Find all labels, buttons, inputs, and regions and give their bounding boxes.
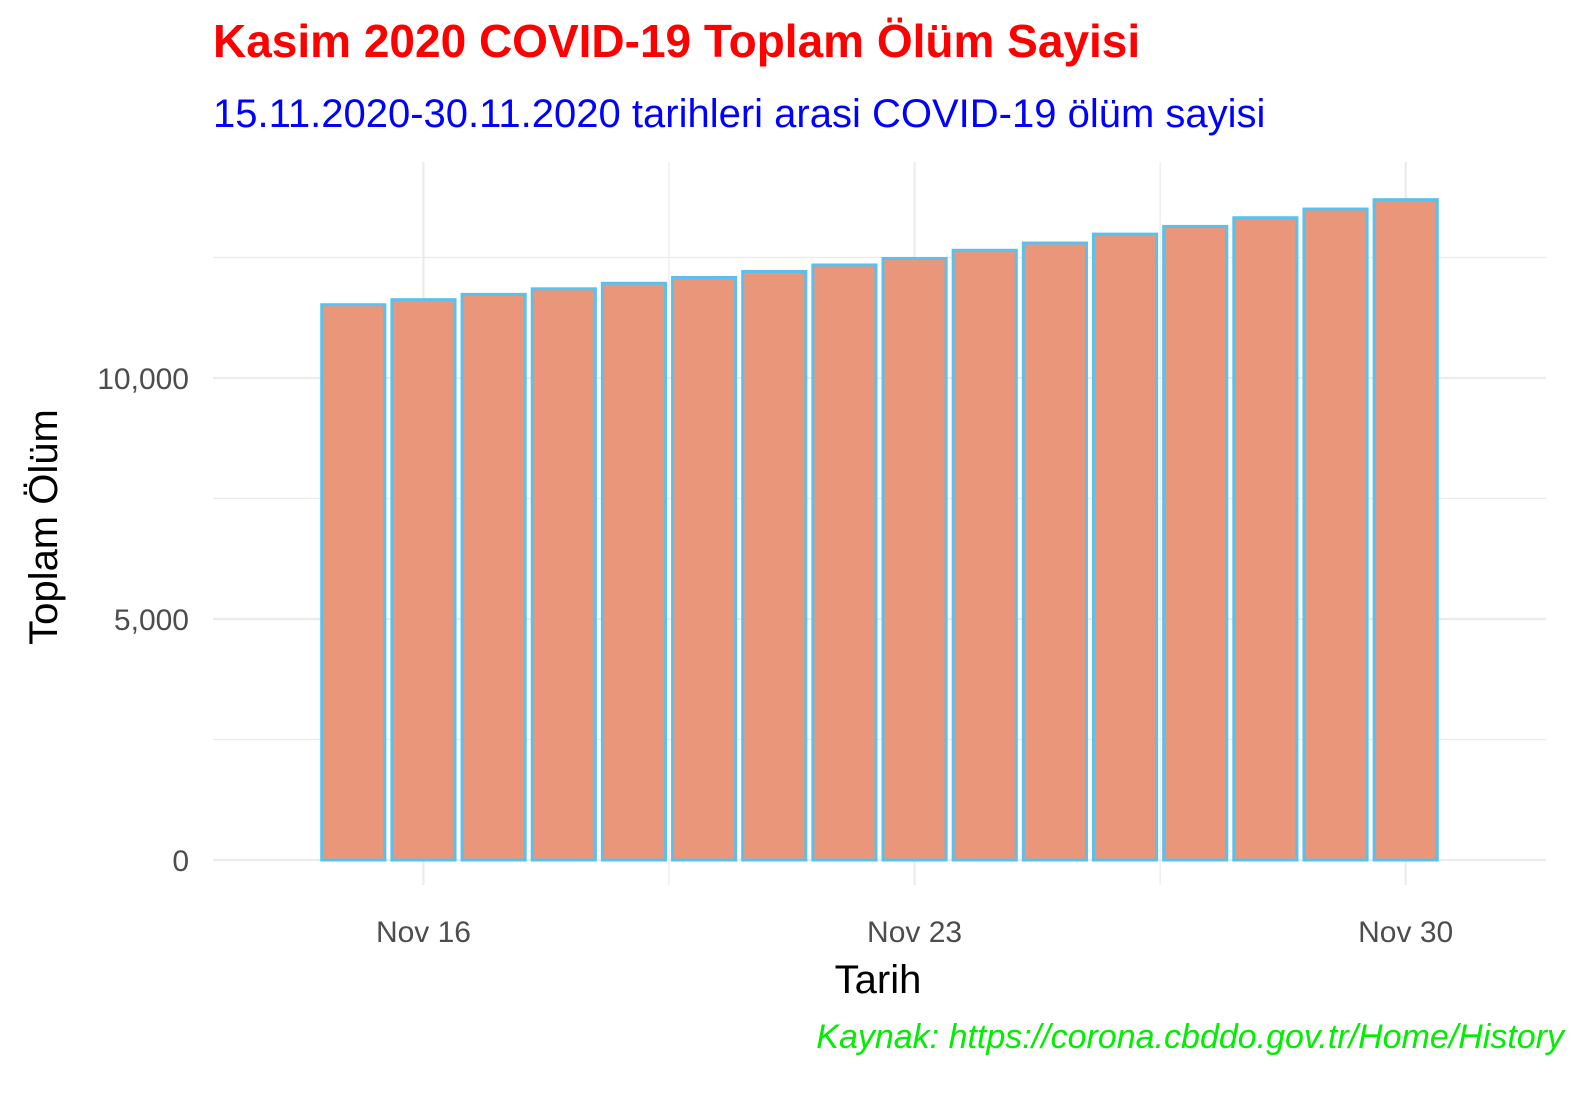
chart-title: Kasim 2020 COVID-19 Toplam Ölüm Sayisi: [213, 15, 1141, 67]
bar: [390, 298, 457, 862]
bar: [1091, 232, 1159, 862]
y-axis-ticks: 0 5,000 10,000: [97, 363, 189, 878]
bar: [671, 276, 738, 862]
x-tick-label: Nov 30: [1358, 916, 1453, 949]
chart-caption: Kaynak: https://corona.cbddo.gov.tr/Home…: [816, 1018, 1564, 1056]
y-tick-label: 5,000: [114, 604, 189, 637]
bar: [600, 281, 668, 862]
bar: [1021, 241, 1088, 862]
bar: [951, 248, 1018, 862]
x-axis-title: Tarih: [835, 958, 922, 1002]
bar: [460, 292, 527, 862]
y-tick-label: 0: [172, 845, 189, 878]
x-tick-label: Nov 16: [376, 916, 471, 949]
bar: [811, 263, 878, 862]
y-tick-label: 10,000: [97, 363, 189, 396]
bar: [1162, 224, 1229, 862]
bar: [1232, 216, 1299, 862]
y-axis-title: Toplam Ölüm: [22, 409, 66, 645]
bar: [530, 287, 597, 862]
x-axis-ticks: Nov 16 Nov 23 Nov 30: [376, 916, 1453, 949]
x-tick-label: Nov 23: [867, 916, 962, 949]
bar: [1302, 207, 1369, 862]
bar: [741, 269, 808, 862]
bar: [881, 256, 948, 862]
chart-subtitle: 15.11.2020-30.11.2020 tarihleri arasi CO…: [213, 92, 1266, 136]
bar-series: [320, 198, 1439, 862]
bar: [1372, 198, 1439, 862]
bar: [320, 303, 387, 862]
